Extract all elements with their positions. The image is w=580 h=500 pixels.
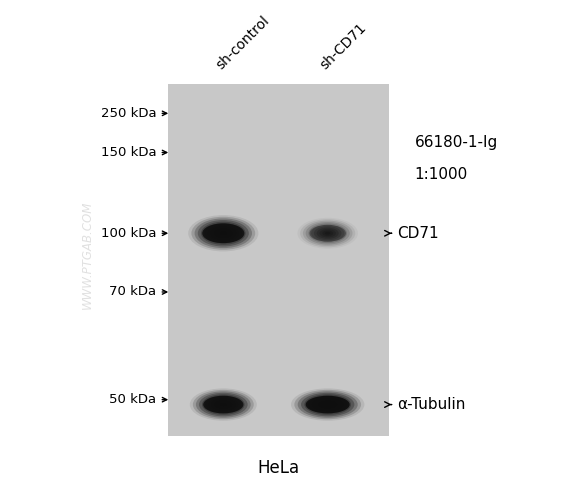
Ellipse shape [214, 228, 233, 238]
Ellipse shape [325, 232, 331, 234]
Text: WWW.PTGAB.COM: WWW.PTGAB.COM [81, 201, 93, 310]
Text: sh-control: sh-control [213, 13, 272, 72]
Ellipse shape [295, 390, 361, 419]
Text: 66180-1-Ig: 66180-1-Ig [415, 135, 498, 150]
Ellipse shape [317, 228, 339, 239]
Ellipse shape [307, 396, 348, 413]
Ellipse shape [191, 216, 255, 250]
Ellipse shape [202, 224, 244, 243]
FancyBboxPatch shape [168, 84, 389, 436]
Ellipse shape [208, 397, 238, 412]
Ellipse shape [298, 392, 358, 418]
Ellipse shape [314, 226, 342, 240]
Ellipse shape [196, 392, 251, 418]
Ellipse shape [211, 398, 235, 410]
Ellipse shape [198, 220, 249, 246]
Ellipse shape [217, 230, 230, 236]
Ellipse shape [195, 218, 252, 248]
Ellipse shape [202, 394, 245, 415]
Ellipse shape [309, 224, 347, 243]
Ellipse shape [201, 222, 246, 245]
Ellipse shape [208, 225, 239, 242]
Ellipse shape [306, 396, 350, 413]
Ellipse shape [324, 403, 331, 406]
Ellipse shape [203, 396, 244, 413]
Ellipse shape [217, 402, 230, 407]
Text: 250 kDa: 250 kDa [101, 107, 167, 120]
Ellipse shape [310, 225, 346, 242]
Text: 150 kDa: 150 kDa [101, 146, 167, 159]
Ellipse shape [314, 398, 341, 410]
Ellipse shape [205, 396, 242, 413]
Ellipse shape [199, 393, 248, 416]
Text: 100 kDa: 100 kDa [101, 227, 167, 240]
Ellipse shape [321, 402, 334, 407]
Ellipse shape [301, 393, 354, 416]
Ellipse shape [193, 390, 254, 419]
Ellipse shape [300, 219, 355, 248]
Ellipse shape [322, 230, 333, 236]
Ellipse shape [214, 400, 233, 409]
Text: α-Tubulin: α-Tubulin [385, 397, 466, 412]
Ellipse shape [188, 215, 258, 252]
Ellipse shape [320, 229, 336, 237]
Ellipse shape [311, 397, 345, 412]
Text: 70 kDa: 70 kDa [110, 286, 167, 298]
Ellipse shape [303, 220, 353, 246]
Ellipse shape [311, 225, 344, 242]
Ellipse shape [220, 232, 226, 235]
Text: HeLa: HeLa [258, 459, 299, 477]
Ellipse shape [304, 394, 351, 415]
Ellipse shape [211, 226, 236, 240]
Text: 50 kDa: 50 kDa [110, 393, 167, 406]
Ellipse shape [318, 400, 338, 409]
Ellipse shape [291, 388, 364, 420]
Text: CD71: CD71 [385, 226, 439, 241]
Text: 1:1000: 1:1000 [415, 167, 468, 182]
Ellipse shape [306, 222, 350, 244]
Ellipse shape [190, 388, 257, 420]
Ellipse shape [204, 224, 242, 243]
Ellipse shape [220, 403, 226, 406]
Text: sh-CD71: sh-CD71 [318, 20, 369, 72]
